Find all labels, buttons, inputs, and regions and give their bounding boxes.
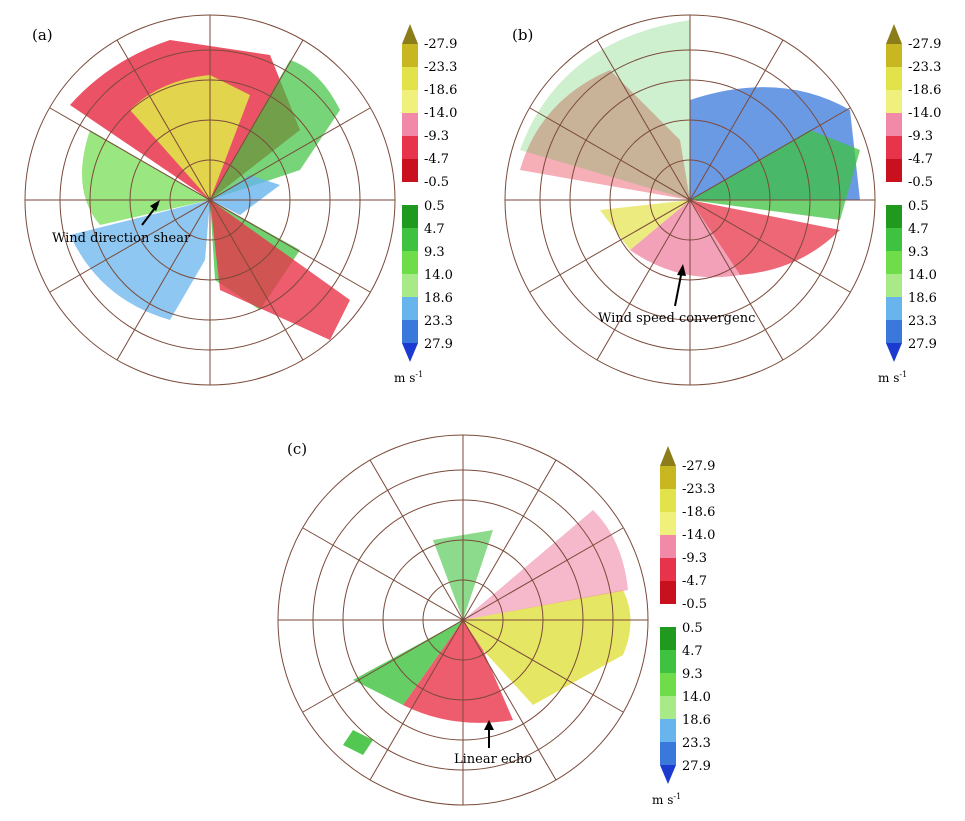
- tick-pos-6: 27.9: [908, 337, 937, 352]
- tick-neg-6: -0.5: [908, 175, 934, 190]
- tick-neg-2: -18.6: [908, 83, 942, 98]
- tick-neg-2: -18.6: [424, 83, 458, 98]
- tick-pos-2: 9.3: [424, 245, 445, 260]
- panel-a: (a) Wind direction shear: [0, 0, 480, 400]
- colorbar-a-swatches: [402, 24, 418, 362]
- ppi-plot-c: [277, 434, 649, 806]
- tick-neg-6: -0.5: [424, 175, 450, 190]
- tick-pos-5: 23.3: [908, 314, 937, 329]
- unit-label-a: m s-1: [394, 370, 424, 385]
- tick-pos-5: 23.3: [424, 314, 453, 329]
- tick-pos-3: 14.0: [908, 268, 937, 283]
- tick-neg-1: -23.3: [682, 482, 716, 497]
- tick-pos-2: 9.3: [682, 667, 703, 682]
- tick-pos-6: 27.9: [682, 759, 711, 774]
- panel-c: (c) Linear echo: [253, 420, 713, 820]
- tick-pos-0: 0.5: [682, 621, 703, 636]
- tick-pos-0: 0.5: [424, 199, 445, 214]
- tick-neg-6: -0.5: [682, 597, 708, 612]
- panel-label-b: (b): [512, 26, 534, 44]
- tick-neg-0: -27.9: [908, 37, 942, 52]
- colorbar-c: -27.9 -23.3 -18.6 -14.0 -9.3 -4.7 -0.5 0…: [652, 444, 746, 814]
- tick-neg-1: -23.3: [908, 60, 942, 75]
- tick-neg-4: -9.3: [682, 551, 708, 566]
- tick-neg-5: -4.7: [908, 152, 934, 167]
- tick-pos-1: 4.7: [908, 222, 929, 237]
- colorbar-b: -27.9 -23.3 -18.6 -14.0 -9.3 -4.7 -0.5 0…: [878, 22, 965, 392]
- tick-pos-4: 18.6: [682, 713, 711, 728]
- annotation-a: Wind direction shear: [52, 231, 191, 246]
- echo-region-b: [520, 20, 860, 278]
- tick-pos-0: 0.5: [908, 199, 929, 214]
- tick-neg-4: -9.3: [908, 129, 934, 144]
- ppi-plot-b: [504, 14, 876, 386]
- tick-neg-1: -23.3: [424, 60, 458, 75]
- radials-c: [278, 435, 648, 805]
- panel-label-a: (a): [32, 26, 53, 44]
- panel-label-c: (c): [287, 440, 308, 458]
- radials-b: [505, 15, 875, 385]
- tick-pos-3: 14.0: [424, 268, 453, 283]
- tick-neg-2: -18.6: [682, 505, 716, 520]
- radials-a: [25, 15, 395, 385]
- tick-neg-0: -27.9: [682, 459, 716, 474]
- tick-neg-5: -4.7: [424, 152, 450, 167]
- annotation-b: Wind speed convergenc: [598, 311, 756, 326]
- tick-pos-3: 14.0: [682, 690, 711, 705]
- tick-pos-4: 18.6: [424, 291, 453, 306]
- tick-pos-5: 23.3: [682, 736, 711, 751]
- echo-region-a: [70, 40, 350, 340]
- tick-neg-3: -14.0: [908, 106, 942, 121]
- tick-neg-3: -14.0: [424, 106, 458, 121]
- colorbar-b-swatches: [886, 24, 902, 362]
- unit-label-c: m s-1: [652, 792, 682, 807]
- arrow-b: [674, 269, 683, 307]
- tick-pos-1: 4.7: [682, 644, 703, 659]
- tick-pos-2: 9.3: [908, 245, 929, 260]
- tick-neg-3: -14.0: [682, 528, 716, 543]
- unit-label-b: m s-1: [878, 370, 908, 385]
- tick-pos-1: 4.7: [424, 222, 445, 237]
- colorbar-a: -27.9 -23.3 -18.6 -14.0 -9.3 -4.7 -0.5 0…: [394, 22, 488, 392]
- annotation-c: Linear echo: [454, 752, 533, 767]
- tick-pos-6: 27.9: [424, 337, 453, 352]
- tick-pos-4: 18.6: [908, 291, 937, 306]
- panel-b: (b) Wind speed convergenc: [480, 0, 965, 400]
- echo-region-c: [343, 510, 631, 755]
- ppi-plot-a: [24, 14, 396, 386]
- tick-neg-0: -27.9: [424, 37, 458, 52]
- colorbar-c-swatches: [660, 446, 676, 784]
- tick-neg-5: -4.7: [682, 574, 708, 589]
- tick-neg-4: -9.3: [424, 129, 450, 144]
